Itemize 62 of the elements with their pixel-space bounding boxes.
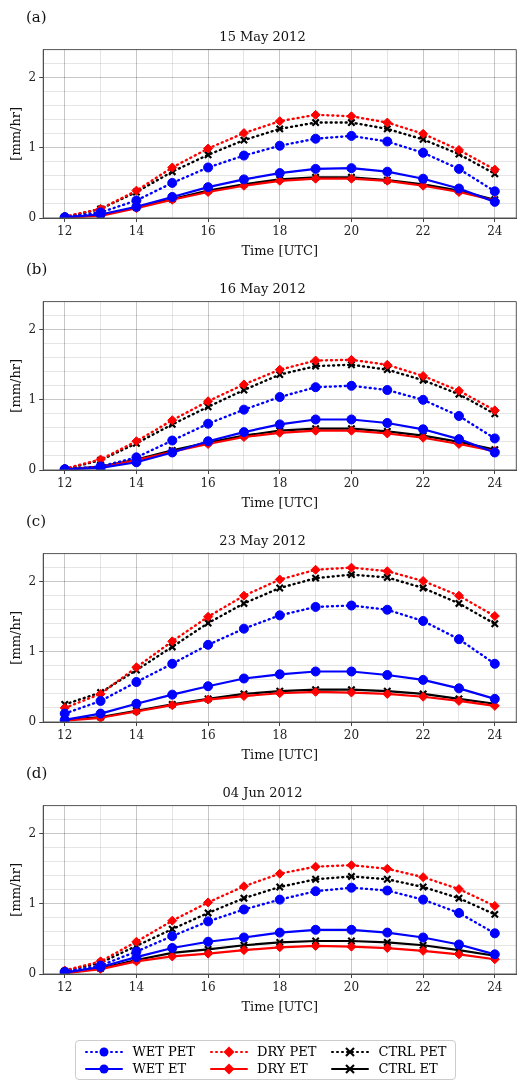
y-tick-label: 2 (28, 321, 37, 336)
text: (b) (26, 260, 48, 278)
x-tick-label: 12 (57, 728, 73, 743)
chart-title: 23 May 2012 (219, 533, 306, 549)
y-tick-label: 0 (28, 210, 37, 225)
x-tick-label: 14 (128, 224, 145, 239)
x-tick-label: 24 (487, 224, 503, 239)
x-tick-label: 24 (487, 980, 503, 995)
y-tick-label: 1 (28, 139, 37, 154)
x-tick-label: 22 (415, 224, 431, 239)
x-tick-label: 24 (487, 728, 503, 743)
x-tick-label: 22 (415, 476, 431, 491)
x-axis-title: Time [UTC] (241, 746, 319, 762)
x-tick-label: 18 (272, 728, 288, 743)
x-tick-label: 12 (57, 980, 73, 995)
y-tick-label: 1 (28, 895, 37, 910)
y-tick-label: 1 (28, 391, 37, 406)
x-tick-label: 14 (128, 476, 145, 491)
text: (d) (26, 764, 48, 782)
legend-label: CTRL PET (378, 1044, 447, 1059)
y-tick-label: 1 (28, 643, 37, 658)
y-axis-title: [mm/hr] (8, 106, 24, 161)
x-tick-label: 18 (272, 476, 288, 491)
x-tick-label: 22 (415, 728, 431, 743)
x-axis-title: Time [UTC] (241, 242, 319, 258)
legend-label: CTRL ET (378, 1061, 438, 1076)
x-tick-label: 14 (128, 728, 145, 743)
y-axis-title: [mm/hr] (8, 358, 24, 413)
x-tick-label: 12 (57, 476, 73, 491)
x-tick-label: 18 (272, 980, 288, 995)
y-tick-label: 0 (28, 462, 37, 477)
x-tick-label: 16 (200, 476, 216, 491)
legend-label: WET PET (132, 1044, 196, 1059)
x-tick-label: 16 (200, 728, 216, 743)
y-tick-label: 2 (28, 573, 37, 588)
x-tick-label: 16 (200, 980, 216, 995)
x-tick-label: 20 (343, 980, 360, 995)
x-tick-label: 18 (272, 224, 288, 239)
x-tick-label: 24 (487, 476, 503, 491)
y-axis-title: [mm/hr] (8, 862, 24, 917)
legend-label: DRY PET (257, 1044, 317, 1059)
text: (c) (26, 512, 47, 530)
chart-title: 15 May 2012 (219, 29, 306, 45)
chart-title: 04 Jun 2012 (222, 785, 303, 801)
x-tick-label: 22 (415, 980, 431, 995)
x-tick-label: 14 (128, 980, 145, 995)
x-axis-title: Time [UTC] (241, 494, 319, 510)
x-tick-label: 16 (200, 224, 216, 239)
y-tick-label: 0 (28, 714, 37, 729)
x-tick-label: 20 (343, 728, 360, 743)
x-axis-title: Time [UTC] (241, 998, 319, 1014)
y-axis-title: [mm/hr] (8, 610, 24, 665)
chart-title: 16 May 2012 (219, 281, 306, 297)
x-tick-label: 20 (343, 476, 360, 491)
x-tick-label: 12 (57, 224, 73, 239)
legend-label: DRY ET (257, 1061, 308, 1076)
text: (a) (26, 8, 47, 26)
x-tick-label: 20 (343, 224, 360, 239)
y-tick-label: 2 (28, 69, 37, 84)
y-tick-label: 0 (28, 966, 37, 981)
y-tick-label: 2 (28, 825, 37, 840)
legend-label: WET ET (132, 1061, 187, 1076)
